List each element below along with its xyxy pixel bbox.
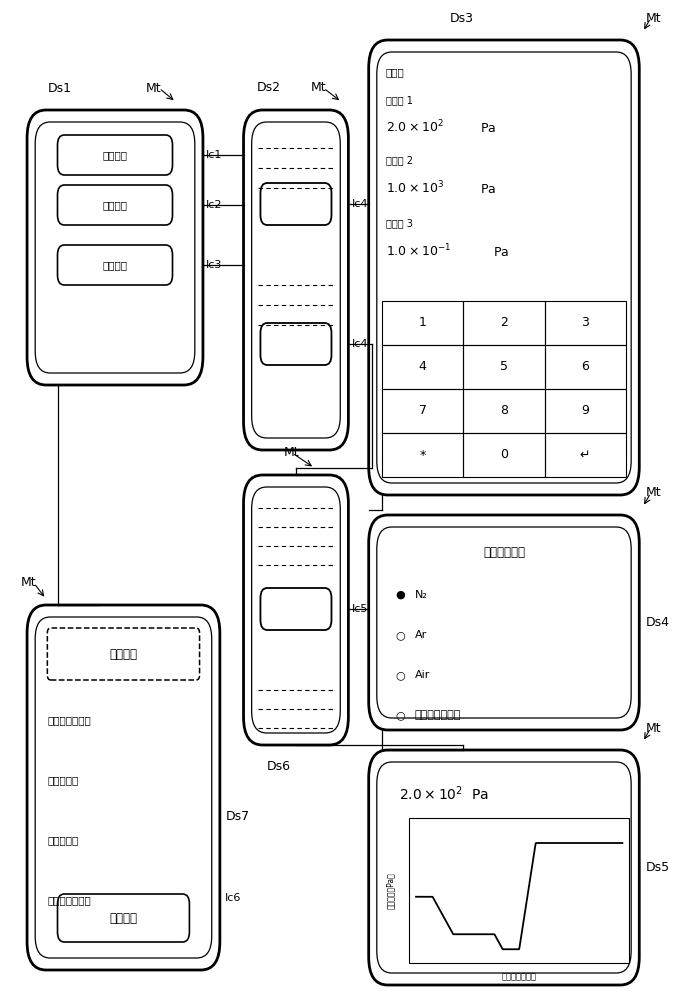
Text: $1.0\times10^{-1}$: $1.0\times10^{-1}$ [386, 242, 451, 259]
FancyBboxPatch shape [261, 588, 332, 630]
Text: 選択気体種類: 選択気体種類 [483, 546, 525, 560]
Bar [463, 345, 544, 389]
Text: 7: 7 [419, 404, 427, 417]
Text: Pa: Pa [490, 246, 509, 259]
Text: Ds7: Ds7 [225, 810, 249, 823]
Text: 対応錯誤: 対応錯誤 [110, 912, 137, 924]
Text: 灵敏度任意設置: 灵敏度任意設置 [415, 710, 461, 720]
Bar [383, 301, 463, 345]
Text: Ic1: Ic1 [206, 150, 223, 160]
Text: Ic5: Ic5 [352, 604, 368, 614]
Text: Mt: Mt [646, 722, 661, 734]
Text: *: * [420, 448, 426, 462]
Text: Ds1: Ds1 [47, 82, 71, 95]
FancyBboxPatch shape [58, 894, 190, 942]
Text: ・灯丝電流: ・灯丝電流 [47, 835, 79, 845]
FancyBboxPatch shape [252, 122, 341, 438]
Text: Mt: Mt [284, 446, 300, 460]
FancyBboxPatch shape [377, 52, 631, 483]
Text: Ic4: Ic4 [352, 339, 368, 349]
Text: ○: ○ [396, 670, 406, 680]
Text: Mt: Mt [646, 11, 661, 24]
Text: 4: 4 [419, 360, 427, 373]
Text: ○: ○ [396, 710, 406, 720]
Text: Mt: Mt [311, 81, 327, 94]
FancyBboxPatch shape [377, 527, 631, 718]
Bar [463, 389, 544, 433]
Text: ●: ● [396, 590, 406, 600]
FancyBboxPatch shape [244, 475, 349, 745]
Text: Ar: Ar [415, 630, 427, 640]
Text: 8: 8 [500, 404, 508, 417]
Text: $1.0\times10^3$: $1.0\times10^3$ [386, 179, 443, 196]
FancyBboxPatch shape [27, 605, 220, 970]
Text: N₂: N₂ [415, 590, 428, 600]
FancyBboxPatch shape [377, 762, 631, 973]
Text: 設置値 3: 設置値 3 [386, 218, 412, 228]
FancyBboxPatch shape [252, 487, 341, 733]
Text: Ds3: Ds3 [450, 11, 474, 24]
Text: Pa: Pa [477, 122, 496, 135]
Text: ・累積使用時間: ・累積使用時間 [47, 895, 91, 905]
Bar [383, 345, 463, 389]
Text: 3: 3 [582, 316, 589, 330]
FancyBboxPatch shape [47, 628, 200, 680]
Text: 9: 9 [582, 404, 589, 417]
Text: 経過時間（秒）: 経過時間（秒） [502, 972, 537, 981]
FancyBboxPatch shape [261, 323, 332, 365]
Text: 2: 2 [500, 316, 508, 330]
Text: Mt: Mt [146, 82, 161, 95]
Text: 設置値 2: 設置値 2 [386, 155, 412, 165]
Bar [463, 301, 544, 345]
FancyBboxPatch shape [58, 185, 173, 225]
Text: 操作信息: 操作信息 [102, 200, 127, 210]
Text: Ds4: Ds4 [646, 616, 670, 629]
Text: 6: 6 [582, 360, 589, 373]
FancyBboxPatch shape [244, 110, 349, 450]
Text: Ds5: Ds5 [646, 861, 670, 874]
FancyBboxPatch shape [369, 750, 639, 985]
Text: Pa: Pa [477, 183, 496, 196]
Text: ・電源電圧異常: ・電源電圧異常 [47, 715, 91, 725]
Text: 开始供电: 开始供电 [102, 150, 127, 160]
Text: $2.0\times10^2$  Pa: $2.0\times10^2$ Pa [399, 784, 489, 803]
Text: Mt: Mt [646, 487, 661, 499]
FancyBboxPatch shape [58, 135, 173, 175]
Text: ○: ○ [396, 630, 406, 640]
Text: 运转信息: 运转信息 [102, 260, 127, 270]
Text: ↵: ↵ [580, 448, 590, 462]
FancyBboxPatch shape [27, 110, 203, 385]
Text: $2.0\times10^2$: $2.0\times10^2$ [386, 118, 443, 135]
FancyBboxPatch shape [35, 617, 212, 958]
Bar [410, 818, 629, 963]
Text: 1: 1 [419, 316, 427, 330]
Text: Ic3: Ic3 [206, 260, 223, 270]
Text: Ds2: Ds2 [257, 81, 281, 94]
Text: 5: 5 [500, 360, 508, 373]
Bar [544, 433, 626, 477]
Text: Ic4: Ic4 [352, 199, 368, 209]
FancyBboxPatch shape [35, 122, 195, 373]
Text: 0: 0 [500, 448, 508, 462]
Text: 指示圧力（Pa）: 指示圧力（Pa） [386, 872, 395, 909]
Bar [463, 433, 544, 477]
FancyBboxPatch shape [369, 40, 639, 495]
FancyBboxPatch shape [58, 245, 173, 285]
Text: Mt: Mt [20, 576, 36, 589]
Text: 設置値 1: 設置値 1 [386, 95, 412, 105]
Text: Air: Air [415, 670, 430, 680]
Text: 设置値: 设置値 [386, 67, 404, 77]
Bar [544, 389, 626, 433]
Bar [544, 301, 626, 345]
Bar [383, 389, 463, 433]
Bar [544, 345, 626, 389]
Text: Ic6: Ic6 [225, 893, 242, 903]
Text: Ds6: Ds6 [267, 760, 291, 774]
Bar [383, 433, 463, 477]
FancyBboxPatch shape [261, 183, 332, 225]
Text: ・灯丝電圧: ・灯丝電圧 [47, 775, 79, 785]
Text: 灯丝断開: 灯丝断開 [110, 648, 137, 660]
FancyBboxPatch shape [369, 515, 639, 730]
Text: Ic2: Ic2 [206, 200, 223, 210]
